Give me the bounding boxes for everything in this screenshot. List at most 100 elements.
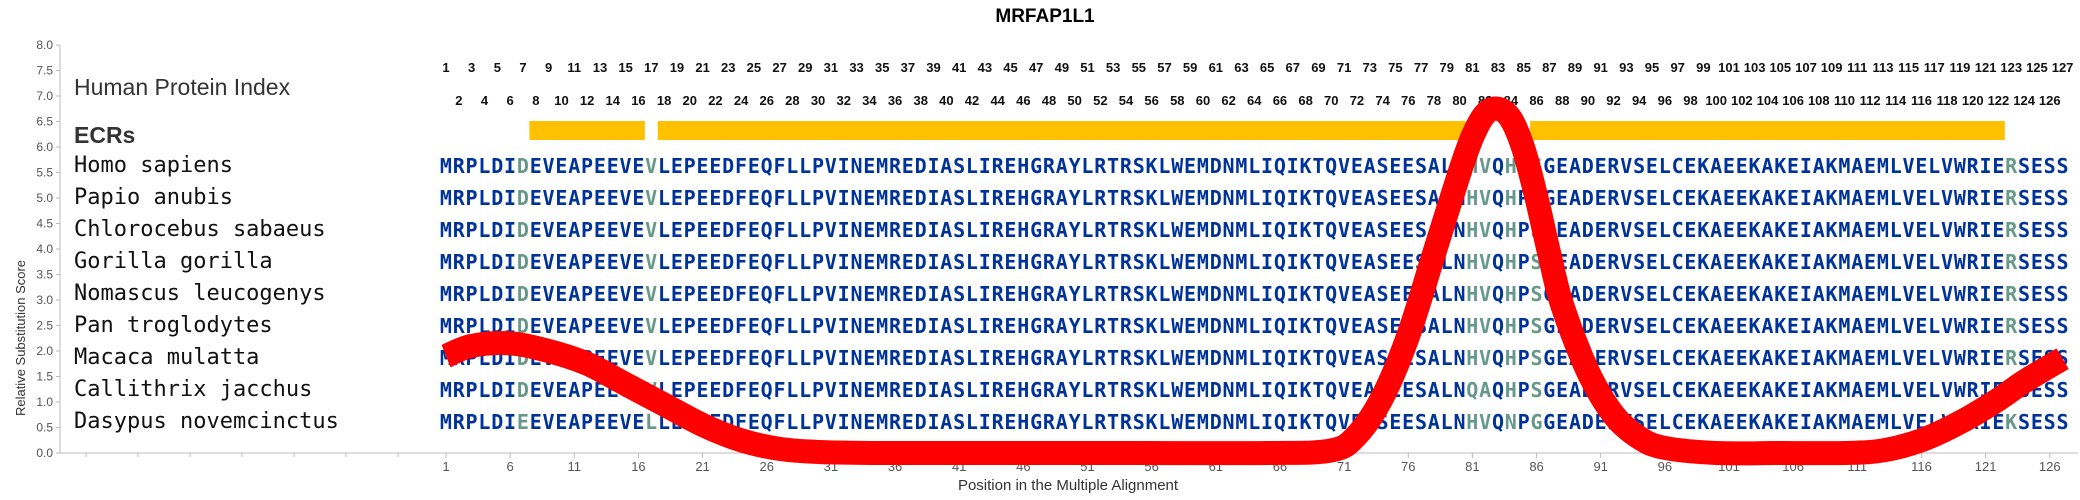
residue: I [927, 186, 939, 210]
residue: L [1928, 378, 1940, 402]
residue: P [684, 154, 696, 178]
residue: Q [1274, 314, 1286, 338]
residue: T [1312, 378, 1324, 402]
residue: E [1004, 186, 1016, 210]
residue: W [1954, 218, 1967, 242]
index-number-even: 98 [1683, 93, 1697, 108]
residue: A [1710, 218, 1722, 242]
residue: M [1235, 410, 1247, 434]
residue: T [1107, 250, 1119, 274]
residue: K [1146, 154, 1158, 178]
residue: S [1415, 410, 1427, 434]
residue: W [1954, 250, 1967, 274]
residue: W [1954, 282, 1967, 306]
residue: K [1826, 250, 1838, 274]
residue: L [1081, 410, 1093, 434]
residue: L [1158, 282, 1170, 306]
sequence-row: MRPLDIDEVEAPEEVEVLEPEEDFEQFLLPVINEMREDIA… [440, 282, 2069, 306]
residue: A [1761, 282, 1773, 306]
residue: K [1749, 218, 1761, 242]
residue: L [1441, 314, 1453, 338]
residue: M [1197, 218, 1209, 242]
index-number-even: 10 [554, 93, 568, 108]
index-number-odd: 73 [1363, 60, 1377, 75]
chart-title: MRFAP1L1 [995, 6, 1095, 27]
residue: Q [761, 218, 773, 242]
residue: P [684, 218, 696, 242]
residue: E [607, 282, 619, 306]
index-number-even: 66 [1273, 93, 1287, 108]
residue: N [1453, 250, 1465, 274]
residue: L [1659, 186, 1671, 210]
index-number-even: 124 [2013, 93, 2035, 108]
index-number-odd: 99 [1696, 60, 1710, 75]
y-tick-label: 2.5 [36, 319, 53, 333]
residue: A [568, 314, 580, 338]
residue: L [1890, 410, 1902, 434]
residue: L [1158, 410, 1170, 434]
residue: N [850, 378, 862, 402]
index-number-odd: 81 [1465, 60, 1479, 75]
residue: L [799, 154, 811, 178]
residue: E [1684, 346, 1696, 370]
residue: G [1030, 250, 1042, 274]
residue: M [876, 282, 888, 306]
residue: R [992, 282, 1005, 306]
residue: V [620, 314, 632, 338]
residue: Q [1325, 346, 1337, 370]
residue: S [2044, 186, 2056, 210]
residue: M [1877, 154, 1889, 178]
residue: E [1787, 314, 1799, 338]
residue: K [1146, 378, 1158, 402]
residue: D [1582, 218, 1594, 242]
residue: E [1646, 346, 1658, 370]
residue: P [812, 346, 824, 370]
y-tick-label: 0.5 [36, 421, 53, 435]
residue: K [1774, 218, 1786, 242]
residue: K [1826, 314, 1838, 338]
residue: E [530, 218, 542, 242]
residue: Q [1325, 218, 1337, 242]
residue: L [1659, 282, 1671, 306]
residue: V [825, 378, 837, 402]
residue: M [876, 378, 888, 402]
index-number-even: 70 [1324, 93, 1338, 108]
residue: F [735, 314, 747, 338]
residue: E [1595, 186, 1607, 210]
index-number-odd: 103 [1744, 60, 1766, 75]
residue: S [2018, 410, 2030, 434]
residue: L [1659, 218, 1671, 242]
residue: E [902, 346, 914, 370]
index-number-odd: 125 [2026, 60, 2048, 75]
residue: E [607, 250, 619, 274]
residue: P [466, 250, 478, 274]
residue: P [581, 186, 593, 210]
residue: E [1736, 378, 1748, 402]
residue: M [876, 410, 888, 434]
index-number-even: 4 [481, 93, 489, 108]
residue: A [1813, 346, 1825, 370]
residue: R [1043, 282, 1056, 306]
residue: V [1479, 410, 1491, 434]
residue: E [709, 218, 721, 242]
species-label: Papio anubis [74, 185, 233, 210]
ecr-bar [657, 121, 1466, 140]
residue: T [1312, 154, 1324, 178]
residue: R [1094, 250, 1107, 274]
residue: L [1081, 378, 1093, 402]
residue: Q [761, 154, 773, 178]
residue: I [979, 218, 991, 242]
residue: K [1774, 346, 1786, 370]
index-number-even: 80 [1452, 93, 1466, 108]
residue: E [632, 346, 644, 370]
residue: D [915, 282, 927, 306]
index-number-odd: 77 [1414, 60, 1428, 75]
index-number-odd: 11 [567, 60, 581, 75]
residue: R [1967, 186, 1980, 210]
residue: K [1774, 378, 1786, 402]
residue: D [915, 410, 927, 434]
index-number-odd: 23 [721, 60, 735, 75]
residue: E [902, 154, 914, 178]
residue: E [697, 186, 709, 210]
residue: I [1261, 154, 1273, 178]
